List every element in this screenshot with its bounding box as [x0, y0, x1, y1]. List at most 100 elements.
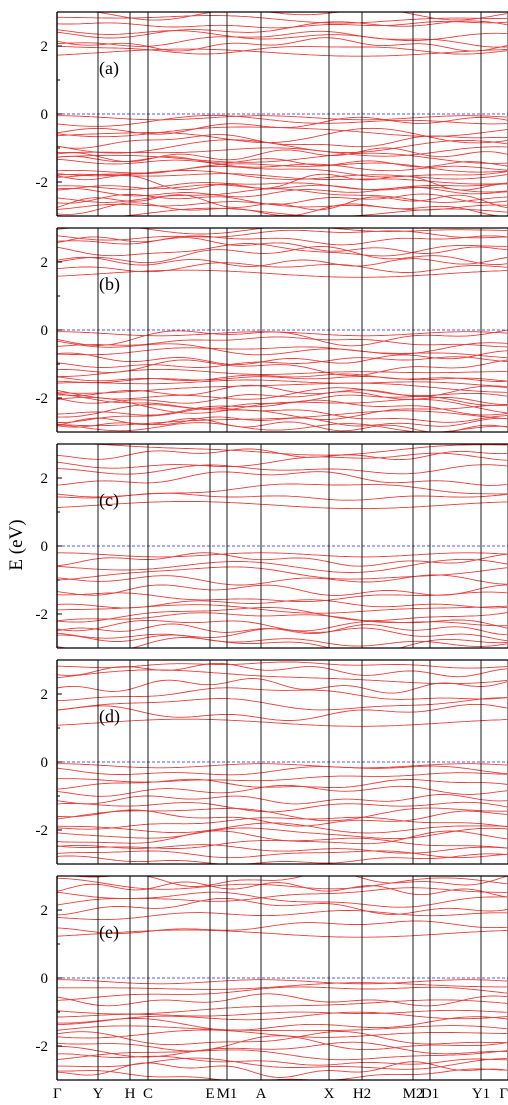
- valence-band: [57, 784, 508, 797]
- valence-band: [57, 763, 508, 769]
- valence-band: [57, 182, 508, 190]
- valence-band: [57, 807, 507, 822]
- kpoint-label: Γ: [53, 1086, 62, 1102]
- conduction-band: [79, 444, 507, 456]
- valence-band: [57, 387, 508, 400]
- valence-band: [57, 982, 507, 990]
- valence-band: [57, 637, 508, 648]
- panel-label: (c): [99, 490, 119, 511]
- valence-band: [57, 627, 508, 642]
- y-tick-label: 0: [41, 755, 49, 771]
- valence-band: [57, 604, 508, 614]
- panel-4: 2 0 -2 (d): [36, 659, 508, 865]
- valence-band: [57, 552, 508, 558]
- valence-band: [57, 612, 508, 627]
- conduction-band: [57, 662, 508, 678]
- conduction-band: [57, 236, 508, 254]
- conduction-band: [57, 687, 508, 702]
- y-tick-label: 2: [41, 903, 49, 919]
- conduction-band: [57, 48, 507, 57]
- valence-band: [57, 373, 508, 382]
- bands: [57, 12, 508, 216]
- conduction-band: [57, 29, 508, 42]
- valence-band: [57, 368, 507, 378]
- valence-band: [57, 844, 508, 854]
- valence-band: [57, 340, 508, 356]
- conduction-band: [57, 661, 508, 669]
- y-tick-label: 0: [41, 107, 49, 123]
- conduction-band: [57, 269, 507, 278]
- conduction-band: [57, 492, 508, 501]
- conduction-band: [69, 876, 508, 887]
- conduction-band: [57, 718, 507, 727]
- valence-band: [57, 1016, 508, 1031]
- y-tick-label: -2: [36, 1039, 49, 1055]
- valence-band: [57, 1025, 508, 1032]
- panel-3: 2 0 -2 (c): [36, 443, 508, 649]
- y-tick-label: 2: [41, 471, 49, 487]
- valence-band: [57, 591, 508, 603]
- valence-band: [57, 170, 508, 180]
- y-tick-label: 0: [41, 323, 49, 339]
- y-tick-label: 0: [41, 971, 49, 987]
- kpoint-label: X: [324, 1086, 335, 1102]
- valence-band: [57, 1011, 508, 1026]
- kpoint-label: A: [256, 1086, 267, 1102]
- valence-band: [57, 986, 508, 1001]
- valence-band: [57, 809, 508, 827]
- valence-band: [57, 184, 508, 193]
- valence-band: [57, 350, 508, 366]
- valence-band: [57, 822, 507, 834]
- kpoint-label: Y1: [472, 1086, 490, 1102]
- valence-band: [57, 1053, 507, 1066]
- valence-band: [57, 336, 507, 348]
- valence-band: [57, 607, 508, 623]
- conduction-band: [57, 243, 508, 257]
- valence-band: [57, 558, 508, 573]
- valence-band: [57, 837, 508, 849]
- conduction-band: [57, 910, 508, 921]
- valence-band: [57, 188, 508, 203]
- kpoint-label: D1: [421, 1086, 439, 1102]
- valence-band: [57, 396, 508, 414]
- conduction-band: [57, 881, 508, 898]
- y-tick-label: -2: [36, 175, 49, 191]
- y-tick-label: 2: [41, 39, 49, 55]
- kpoint-label: M2: [403, 1086, 424, 1102]
- valence-band: [57, 979, 508, 985]
- bands: [57, 876, 508, 1080]
- bands: [57, 228, 508, 432]
- panel-label: (e): [99, 922, 119, 943]
- conduction-band: [57, 37, 508, 52]
- valence-band: [57, 346, 508, 359]
- panel-2: 2 0 -2 (b): [36, 227, 508, 433]
- panel-label: (a): [99, 58, 119, 79]
- conduction-band: [57, 235, 508, 246]
- valence-band: [57, 391, 507, 405]
- conduction-band: [57, 929, 507, 938]
- conduction-band: [57, 464, 508, 475]
- valence-band: [57, 1031, 507, 1046]
- valence-band: [57, 410, 508, 427]
- bands: [57, 661, 508, 864]
- conduction-band: [57, 703, 508, 721]
- conduction-band: [57, 669, 508, 685]
- valence-band: [57, 399, 508, 416]
- conduction-band: [57, 877, 508, 890]
- panel-5: 2 0 -2 (e): [36, 875, 508, 1081]
- kpoint-label: Γ: [499, 1086, 508, 1102]
- y-tick-label: -2: [36, 823, 49, 839]
- conduction-band: [92, 12, 508, 21]
- panel-label: (d): [99, 706, 120, 727]
- valence-band: [57, 116, 508, 135]
- valence-band: [57, 632, 508, 647]
- valence-band: [57, 816, 508, 830]
- valence-band: [57, 1029, 507, 1039]
- valence-band: [57, 379, 508, 387]
- conduction-band: [57, 20, 508, 39]
- conduction-band: [57, 452, 508, 469]
- valence-band: [57, 584, 508, 596]
- valence-band: [57, 827, 508, 840]
